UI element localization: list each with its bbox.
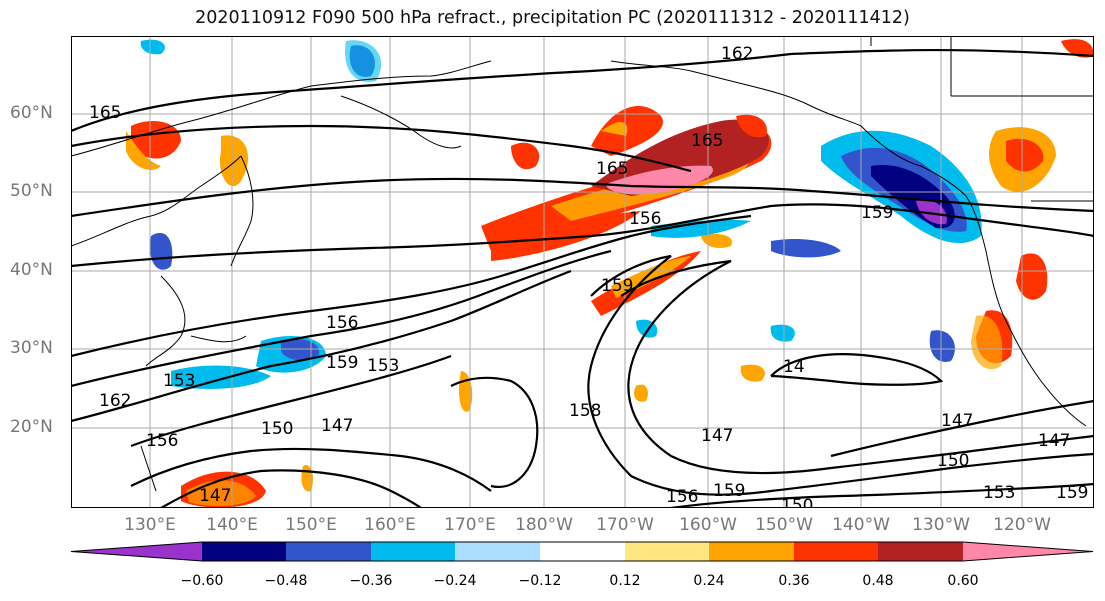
contour-label: 153: [983, 483, 1015, 503]
colorbar-tick: −0.60: [180, 573, 224, 589]
lon-label: 150°E: [285, 515, 337, 535]
lon-label: 140°W: [832, 515, 890, 535]
colorbar-segment: [71, 542, 202, 561]
lon-label: 160°W: [679, 515, 737, 535]
lat-label: 60°N: [10, 103, 53, 123]
colorbar-segment: [963, 542, 1093, 561]
colorbar-segment: [625, 542, 709, 561]
refractivity-contours: [71, 48, 1094, 508]
colorbar-tick: −0.24: [433, 573, 477, 589]
contour-label: 147: [701, 426, 733, 446]
contour-label: 165: [596, 159, 628, 179]
contour-label: 165: [691, 131, 723, 151]
colorbar-tick: −0.12: [518, 573, 562, 589]
contour-label: 159: [601, 276, 633, 296]
lon-label: 170°W: [596, 515, 654, 535]
lon-label: 150°W: [755, 515, 813, 535]
contour-label: 147: [1038, 431, 1070, 451]
contour-label: 159: [1056, 483, 1088, 503]
colorbar-tick: 0.24: [693, 573, 725, 589]
contour-label: 153: [367, 356, 399, 376]
lon-label: 170°E: [444, 515, 496, 535]
contour-labels: 162 165 165 165 156 159 159 156 159 153 …: [89, 44, 1088, 508]
lon-label: 160°E: [364, 515, 416, 535]
colorbar-segment: [455, 542, 540, 561]
lon-label: 130°W: [912, 515, 970, 535]
lon-label: 120°W: [993, 515, 1051, 535]
contour-label: 159: [326, 353, 358, 373]
lon-label: 130°E: [124, 515, 176, 535]
graticule: [71, 36, 1094, 508]
colorbar-outline: [70, 541, 1094, 562]
contour-label: 156: [146, 431, 178, 451]
map-panel: 162 165 165 165 156 159 159 156 159 153 …: [71, 36, 1094, 508]
contour-label: 156: [326, 313, 358, 333]
colorbar-segments: [70, 541, 1094, 562]
colorbar-tick: −0.36: [349, 573, 393, 589]
contour-label: 14: [783, 357, 805, 377]
colorbar-segment: [286, 542, 371, 561]
contour-label: 159: [713, 481, 745, 501]
colorbar-tick: 0.48: [862, 573, 894, 589]
lon-label: 140°E: [206, 515, 258, 535]
colorbar-segment: [202, 542, 286, 561]
colorbar-segment: [878, 542, 963, 561]
contour-label: 150: [937, 451, 969, 471]
contour-label: 147: [941, 411, 973, 431]
colorbar-tick: 0.60: [947, 573, 979, 589]
contour-label: 150: [781, 496, 813, 508]
colorbar-tick: 0.36: [778, 573, 810, 589]
contour-label: 162: [721, 44, 753, 64]
contour-label: 147: [321, 416, 353, 436]
colorbar-segment: [371, 542, 455, 561]
colorbar-segment: [794, 542, 878, 561]
contour-label: 165: [89, 103, 121, 123]
contour-label: 156: [666, 487, 698, 507]
contour-label: 162: [99, 391, 131, 411]
contour-label: 153: [163, 371, 195, 391]
contour-label: 158: [569, 401, 601, 421]
colorbar-tick: −0.48: [264, 573, 308, 589]
colorbar-tick: 0.12: [609, 573, 641, 589]
lon-label: 180°W: [515, 515, 573, 535]
contour-label: 150: [261, 419, 293, 439]
colorbar: [70, 541, 1094, 562]
lat-label: 40°N: [10, 260, 53, 280]
lat-label: 20°N: [10, 417, 53, 437]
map-title: 2020110912 F090 500 hPa refract., precip…: [195, 8, 910, 28]
lat-label: 50°N: [10, 181, 53, 201]
map-canvas: 162 165 165 165 156 159 159 156 159 153 …: [71, 36, 1094, 508]
contour-label: 147: [199, 486, 231, 506]
contour-label: 159: [861, 203, 893, 223]
colorbar-segment: [709, 542, 794, 561]
colorbar-segment: [540, 542, 625, 561]
lat-label: 30°N: [10, 338, 53, 358]
contour-label: 156: [629, 209, 661, 229]
